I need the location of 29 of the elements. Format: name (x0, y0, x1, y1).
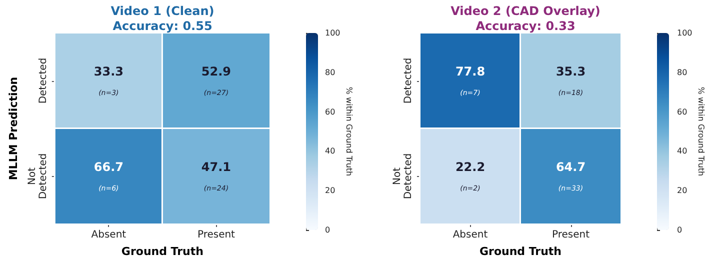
x-tick-label: Absent (91, 230, 126, 240)
color-bar-label: 80 (677, 68, 688, 77)
color-bar-label: 100 (325, 28, 340, 38)
color-bar-title: % within Ground Truth (344, 86, 354, 176)
color-bar-label: 60 (325, 107, 336, 116)
color-bar-title: % within Ground Truth (696, 86, 706, 176)
chart-subtitle: Accuracy: 0.33 (476, 19, 576, 33)
y-tick-label: Detected (38, 58, 49, 104)
color-bar-label: 20 (325, 186, 336, 196)
x-tick-label: Absent (452, 230, 488, 240)
color-bar-label: 100 (677, 28, 692, 38)
y-tick-label: Not Detected (26, 153, 49, 200)
chart-subtitle: Accuracy: 0.55 (112, 19, 212, 33)
y-tick-label: Not Detected (392, 153, 414, 200)
chart-title: Video 1 (Clean) (110, 4, 214, 18)
color-bar-label: 40 (325, 146, 336, 156)
x-tick-label: Present (552, 230, 590, 240)
x-axis-title: Ground Truth (121, 245, 204, 258)
x-axis-title: Ground Truth (479, 245, 562, 258)
x-tick-label: Present (197, 230, 236, 240)
y-axis-title: MLLM Prediction (7, 76, 20, 180)
color-bar-label: 80 (325, 68, 336, 77)
color-bar-label: 60 (677, 107, 688, 116)
color-bar-label: 20 (677, 186, 688, 196)
color-bar-label: 40 (677, 146, 688, 156)
color-bar-label: 0 (677, 226, 682, 234)
chart-title: Video 2 (CAD Overlay) (450, 4, 600, 18)
y-tick-label: Detected (403, 58, 414, 104)
color-bar-label: 0 (325, 226, 330, 234)
